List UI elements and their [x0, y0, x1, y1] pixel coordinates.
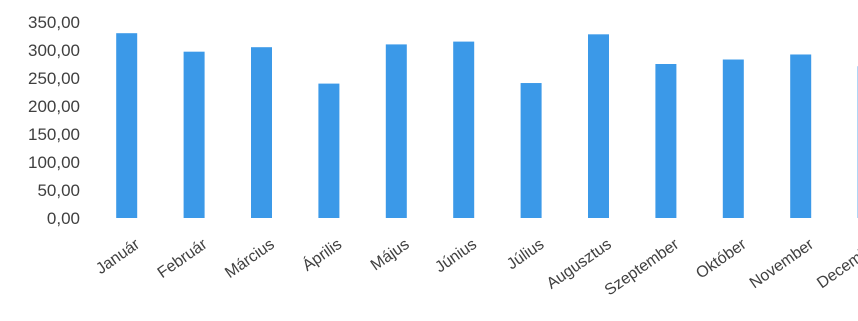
x-tick-label: Február: [155, 235, 211, 281]
bar: [655, 64, 677, 218]
bars: [116, 33, 858, 219]
x-tick-label: November: [747, 235, 818, 292]
y-axis: 0,00 50,00 100,00 150,00 200,00 250,00 300,00 3…: [28, 13, 80, 228]
y-tick-label: 50,00: [37, 181, 80, 200]
x-tick-label: Június: [432, 236, 480, 276]
x-tick-label: Május: [368, 236, 413, 274]
y-tick-label: 350,00: [28, 13, 80, 32]
bar: [385, 44, 407, 219]
x-tick-label: Január: [93, 235, 143, 277]
x-tick-label: Április: [299, 234, 346, 275]
bar: [790, 54, 812, 219]
y-tick-label: 200,00: [28, 97, 80, 116]
y-tick-label: 300,00: [28, 41, 80, 60]
x-tick-label: December: [814, 235, 858, 292]
bar: [251, 47, 272, 219]
y-tick-label: 0,00: [47, 209, 80, 228]
bar: [722, 59, 744, 218]
bar: [318, 83, 340, 218]
y-tick-label: 150,00: [28, 125, 80, 144]
x-tick-label: Július: [504, 236, 547, 273]
bar: [588, 34, 609, 218]
x-tick-label: Október: [693, 235, 750, 282]
y-tick-label: 250,00: [28, 69, 80, 88]
x-tick-label: Szeptember: [602, 235, 683, 299]
bar: [453, 41, 475, 218]
x-tick-label: Március: [222, 236, 278, 282]
x-axis: Január Február Március Április Május Június Jú…: [93, 234, 858, 299]
bar: [116, 33, 138, 219]
bar: [520, 83, 542, 218]
y-tick-label: 100,00: [28, 153, 80, 172]
bar: [183, 51, 205, 219]
